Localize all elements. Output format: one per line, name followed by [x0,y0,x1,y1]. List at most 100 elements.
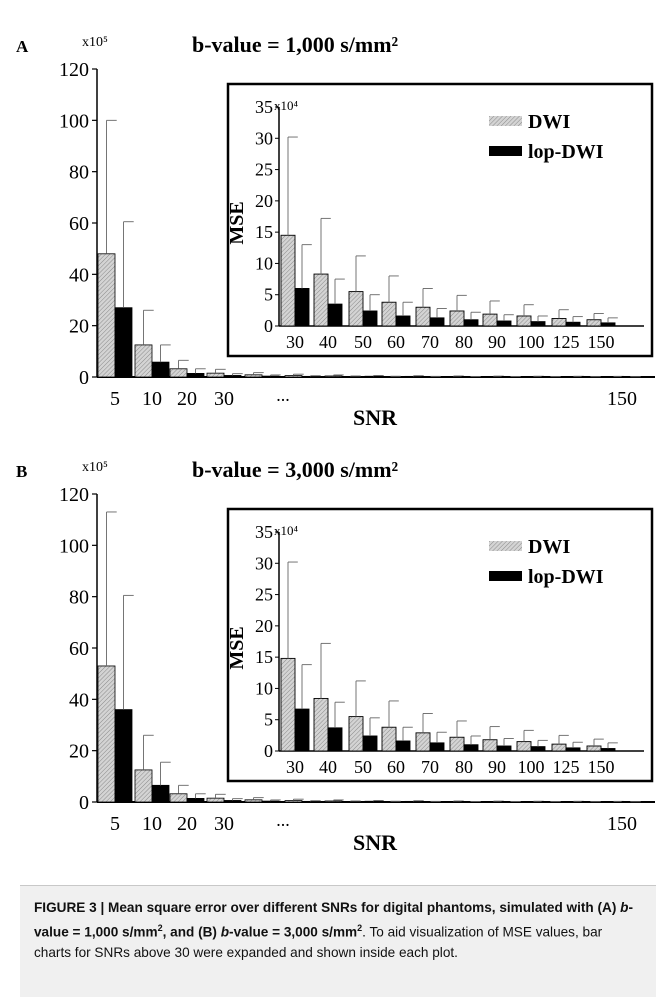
caption-part: , and (B) [162,924,221,940]
inset-x-tick-label: 30 [286,757,304,777]
bar-dwi [97,665,116,803]
inset-y-tick-label: 25 [255,160,273,180]
inset-x-tick-label: 60 [387,332,405,352]
inset-bar-dwi [313,273,329,327]
inset-bar-lop-dwi [565,321,581,327]
legend-swatch-dwi [489,541,522,551]
panel-label: A [16,37,29,56]
inset-bar-dwi [415,732,431,752]
inset-y-tick-label: 0 [264,316,273,336]
y-multiplier: x10⁵ [82,460,108,475]
inset-bar-lop-dwi [463,319,479,327]
chart-title: b-value = 1,000 s/mm² [192,32,399,57]
bar-dwi [169,793,188,803]
inset-x-tick-label: 125 [553,757,580,777]
inset-y-tick-label: 10 [255,678,273,698]
y-tick-label: 40 [69,689,89,711]
inset-y-multiplier: x10⁴ [274,523,299,538]
caption-part: -value = 1,000 s/mm [34,900,634,940]
y-tick-label: 60 [69,213,89,235]
inset-bar-lop-dwi [496,745,512,752]
inset-bar-lop-dwi [429,742,445,752]
inset-bar-lop-dwi [600,322,616,327]
inset-bar-lop-dwi [496,320,512,327]
x-ellipsis: ... [276,810,290,830]
inset-bar-lop-dwi [429,317,445,327]
panel-label: B [16,462,27,481]
legend-label-lop-dwi: lop-DWI [528,141,604,163]
inset-x-tick-label: 30 [286,332,304,352]
caption-part: b [220,924,230,940]
inset-y-tick-label: 15 [255,647,273,667]
x-tick-label: 5 [110,813,120,835]
bar-lop-dwi [261,800,280,803]
inset-x-tick-label: 100 [518,757,545,777]
x-tick-label: 20 [177,813,197,835]
figure-caption: FIGURE 3 | Mean square error over differ… [20,885,656,997]
x-tick-label: 20 [177,388,197,410]
inset-y-tick-label: 35 [255,97,273,117]
inset-bar-lop-dwi [395,315,411,327]
y-tick-label: 120 [59,59,89,81]
bar-dwi [134,344,153,378]
y-tick-label: 60 [69,638,89,660]
bar-dwi [284,800,303,803]
y-tick-label: 20 [69,316,89,338]
y-tick-label: 80 [69,587,89,609]
inset-bar-lop-dwi [600,748,616,752]
inset-bar-lop-dwi [362,735,378,752]
bar-lop-dwi [114,709,133,803]
inset-bar-dwi [415,306,431,327]
inset-x-tick-label: 150 [588,757,615,777]
caption-part: 2 [357,923,363,933]
x-tick-label: 150 [607,388,637,410]
inset-bar-lop-dwi [530,746,546,752]
legend-swatch-dwi [489,116,522,126]
legend-swatch-lop-dwi [489,146,522,156]
inset-bar-dwi [280,657,296,752]
inset-bar-dwi [381,301,397,327]
bar-dwi [444,375,463,378]
x-tick-label: 150 [607,813,637,835]
inset-x-tick-label: 100 [518,332,545,352]
inset-x-tick-label: 90 [488,757,506,777]
bar-dwi [206,372,225,378]
bar-lop-dwi [223,800,242,803]
caption-part: 2 [157,923,163,933]
bar-dwi [364,375,383,378]
inset-x-tick-label: 125 [553,332,580,352]
bar-lop-dwi [151,361,170,378]
bar-dwi [404,800,423,803]
x-tick-label: 30 [214,813,234,835]
inset-y-tick-label: 0 [264,741,273,761]
bar-lop-dwi [261,375,280,378]
inset-x-tick-label: 70 [421,332,439,352]
inset-bar-dwi [280,234,296,327]
bar-lop-dwi [223,375,242,378]
inset-bar-dwi [348,291,364,327]
inset-bar-dwi [516,741,532,752]
bar-lop-dwi [186,798,205,803]
inset-bar-dwi [482,739,498,752]
y-tick-label: 20 [69,741,89,763]
inset-bar-dwi [348,716,364,752]
bar-lop-dwi [151,784,170,803]
bar-dwi [324,375,343,378]
y-tick-label: 100 [59,110,89,132]
inset-x-tick-label: 40 [319,332,337,352]
x-ellipsis: ... [276,385,290,405]
inset-x-tick-label: 50 [354,757,372,777]
inset-bar-dwi [449,736,465,752]
caption-part: FIGURE 3 | Mean square error over differ… [34,900,621,915]
inset-bar-lop-dwi [294,288,310,327]
y-tick-label: 0 [79,367,89,389]
inset-bar-lop-dwi [395,740,411,752]
inset-bar-lop-dwi [327,727,343,752]
legend-label-dwi: DWI [528,111,570,133]
inset-y-tick-label: 35 [255,522,273,542]
bar-dwi [244,374,263,378]
inset-x-tick-label: 60 [387,757,405,777]
inset-x-tick-label: 150 [588,332,615,352]
inset-y-tick-label: 20 [255,616,273,636]
